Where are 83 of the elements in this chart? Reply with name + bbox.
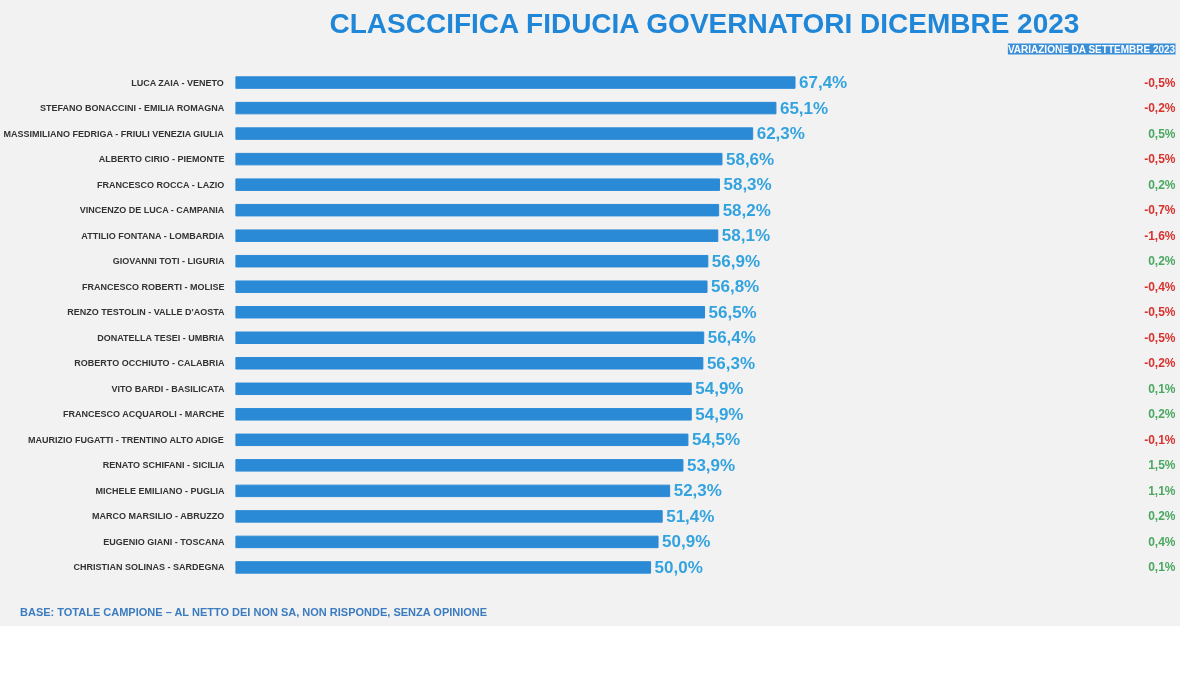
- bar: [235, 408, 692, 421]
- bar: [235, 254, 709, 268]
- data-label: 52,3%: [673, 481, 722, 501]
- data-label: 51,4%: [666, 506, 715, 526]
- text: 0,2%: [1148, 177, 1176, 192]
- text: -0,5%: [1144, 75, 1176, 90]
- data-label: 56,9%: [711, 251, 761, 271]
- text: -0,7%: [1144, 203, 1176, 218]
- y-tick-label: ALBERTO CIRIO - PIEMONTE: [98, 154, 225, 165]
- text: 0,5%: [1148, 126, 1176, 141]
- data-label: 65,1%: [779, 98, 829, 118]
- bar: [235, 357, 704, 370]
- text: -0,5%: [1144, 305, 1176, 320]
- bar: [235, 484, 671, 498]
- text: 0,1%: [1148, 381, 1176, 396]
- bar: [235, 76, 796, 89]
- bar: [235, 459, 684, 472]
- bar: [235, 331, 705, 344]
- chart-title: CLASCCIFICA FIDUCIA GOVERNATORI DICEMBRE 2023: [329, 7, 1080, 39]
- bar: [235, 561, 652, 574]
- y-tick-label: FRANCESCO ROCCA - LAZIO: [97, 179, 225, 190]
- text: -0,2%: [1144, 101, 1176, 116]
- text: -0,1%: [1144, 432, 1176, 447]
- y-tick-label: FRANCESCO ROBERTI - MOLISE: [82, 281, 225, 292]
- y-tick-label: STEFANO BONACCINI - EMILIA ROMAGNA: [40, 103, 225, 114]
- data-label: 56,4%: [707, 328, 756, 348]
- bar: [235, 101, 777, 115]
- text: 0,1%: [1148, 560, 1176, 575]
- text: 0,2%: [1148, 509, 1176, 524]
- bar: [235, 306, 706, 319]
- y-tick-label: MICHELE EMILIANO - PUGLIA: [95, 485, 225, 496]
- text: -0,5%: [1144, 152, 1176, 167]
- data-label: 50,9%: [662, 532, 711, 552]
- text: -1,6%: [1144, 228, 1176, 243]
- y-tick-label: RENZO TESTOLIN - VALLE D'AOSTA: [67, 307, 225, 318]
- data-label: 58,3%: [723, 175, 772, 195]
- y-tick-label: MARCO MARSILIO - ABRUZZO: [92, 511, 225, 522]
- bar: [235, 203, 720, 217]
- bar: [235, 127, 754, 140]
- text: 0,2%: [1148, 254, 1176, 269]
- text: 0,4%: [1148, 534, 1176, 549]
- data-label: 53,9%: [686, 455, 736, 475]
- text: VARIAZIONE DA SETTEMBRE 2023: [1007, 43, 1176, 55]
- text: -0,4%: [1144, 279, 1176, 294]
- y-tick-label: RENATO SCHIFANI - SICILIA: [102, 460, 225, 471]
- y-tick-label: MASSIMILIANO FEDRIGA - FRIULI VENEZIA GIULIA: [3, 128, 225, 139]
- bar: [235, 510, 663, 523]
- text: 1,1%: [1148, 483, 1176, 498]
- bar: [235, 152, 723, 166]
- y-tick-label: VINCENZO DE LUCA - CAMPANIA: [79, 205, 225, 216]
- y-tick-label: VITO BARDI - BASILICATA: [111, 383, 225, 394]
- y-tick-label: CHRISTIAN SOLINAS - SARDEGNA: [73, 562, 225, 573]
- text: 0,2%: [1148, 407, 1176, 422]
- bar: [235, 229, 719, 242]
- y-tick-label: EUGENIO GIANI - TOSCANA: [103, 536, 225, 547]
- data-label: 54,9%: [695, 404, 744, 424]
- text: -0,5%: [1144, 330, 1176, 345]
- data-label: 50,0%: [654, 557, 703, 577]
- y-tick-label: LUCA ZAIA - VENETO: [131, 77, 224, 88]
- data-label: 58,6%: [725, 149, 775, 169]
- data-label: 58,2%: [722, 200, 771, 220]
- data-label: 54,5%: [691, 430, 741, 450]
- y-tick-label: DONATELLA TESEI - UMBRIA: [97, 332, 225, 343]
- bar: [235, 535, 659, 549]
- data-label: 62,3%: [756, 124, 805, 144]
- data-label: 54,9%: [695, 379, 744, 399]
- bar: [235, 178, 720, 191]
- bar: [235, 433, 689, 447]
- y-tick-label: FRANCESCO ACQUAROLI - MARCHE: [63, 409, 225, 420]
- bar: [235, 382, 692, 396]
- data-label: 58,1%: [721, 226, 771, 246]
- y-tick-label: MAURIZIO FUGATTI - TRENTINO ALTO ADIGE: [28, 434, 224, 445]
- text: -0,2%: [1144, 356, 1176, 371]
- text: 1,5%: [1148, 458, 1176, 473]
- bar: [235, 280, 708, 293]
- text: BASE: TOTALE CAMPIONE – AL NETTO DEI NON SA, NON RISPONDE, SENZA OPINIONE: [20, 605, 488, 620]
- data-label: 56,5%: [708, 302, 757, 322]
- y-tick-label: GIOVANNI TOTI - LIGURIA: [112, 256, 225, 267]
- data-label: 56,8%: [711, 277, 760, 297]
- y-tick-label: ROBERTO OCCHIUTO - CALABRIA: [74, 358, 225, 369]
- data-label: 67,4%: [799, 73, 848, 93]
- y-tick-label: ATTILIO FONTANA - LOMBARDIA: [81, 230, 225, 241]
- data-label: 56,3%: [706, 353, 756, 373]
